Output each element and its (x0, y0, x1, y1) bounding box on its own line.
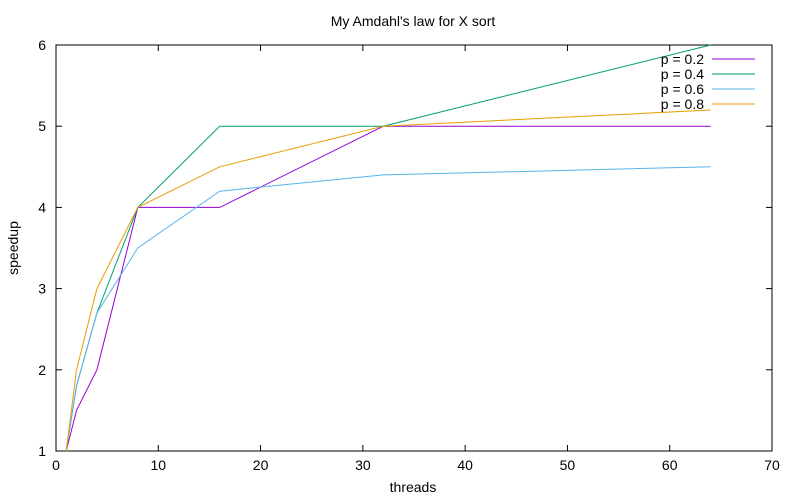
chart-title: My Amdahl's law for X sort (331, 13, 496, 29)
x-axis-ticks: 0 10 20 30 40 50 60 70 (52, 45, 780, 473)
x-tick-label: 60 (662, 457, 678, 473)
y-tick-label: 6 (38, 37, 46, 53)
series-line-3 (65, 109, 711, 452)
y-tick-label: 4 (38, 199, 46, 215)
legend: p = 0.2p = 0.4p = 0.6p = 0.8 (661, 51, 755, 112)
y-tick-label: 3 (38, 281, 46, 297)
x-tick-label: 50 (560, 457, 576, 473)
x-tick-label: 40 (457, 457, 473, 473)
plot-area: 0 10 20 30 40 50 60 70 1 2 3 4 5 6 (38, 37, 780, 473)
y-axis-label: speedup (5, 221, 21, 275)
x-tick-label: 0 (52, 457, 60, 473)
y-axis-ticks: 1 2 3 4 5 6 (38, 37, 772, 459)
x-axis-label: threads (390, 479, 437, 495)
y-tick-label: 5 (38, 118, 46, 134)
x-tick-label: 30 (355, 457, 371, 473)
legend-label-2: p = 0.6 (661, 81, 704, 97)
y-tick-label: 2 (38, 362, 46, 378)
legend-label-0: p = 0.2 (661, 51, 704, 67)
legend-label-3: p = 0.8 (661, 96, 704, 112)
plot-frame (55, 44, 773, 452)
series-lines (65, 44, 711, 452)
x-tick-label: 20 (253, 457, 269, 473)
x-tick-label: 10 (150, 457, 166, 473)
x-tick-label: 70 (764, 457, 780, 473)
legend-label-1: p = 0.4 (661, 66, 704, 82)
y-tick-label: 1 (38, 443, 46, 459)
series-line-2 (65, 166, 711, 452)
